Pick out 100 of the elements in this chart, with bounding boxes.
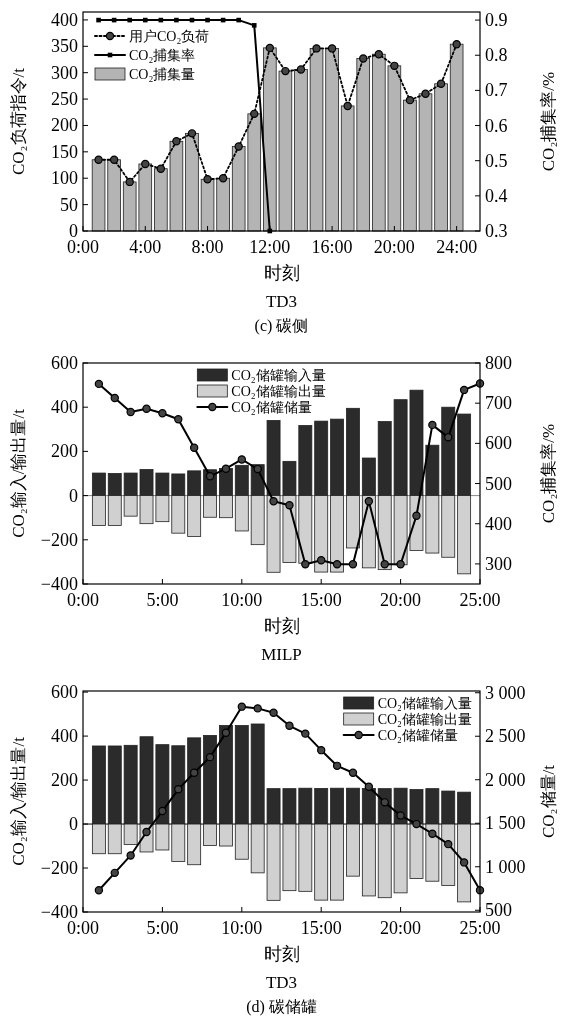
y2-tick-label: 2 000 <box>485 769 526 790</box>
point <box>396 560 405 569</box>
y-tick-label: 0 <box>69 814 78 835</box>
x-tick-label: 10:00 <box>221 918 263 938</box>
legend-label: CO₂储罐输出量 <box>377 712 472 727</box>
point <box>332 761 342 771</box>
y2-tick-label: 700 <box>485 393 512 414</box>
point <box>301 729 310 738</box>
y2-tick-label: 1 500 <box>485 813 526 834</box>
y2-tick-label: 0.8 <box>485 45 508 66</box>
y2-tick-label: 300 <box>485 553 512 574</box>
legend-label: CO₂储罐储量 <box>377 728 458 743</box>
point <box>142 17 148 23</box>
point <box>459 858 469 867</box>
point <box>156 164 166 173</box>
y2-tick-label: 400 <box>485 513 512 534</box>
y2-tick-label: 0.7 <box>485 80 508 101</box>
x-tick-label: 20:00 <box>380 590 422 610</box>
x-tick-label: 10:00 <box>221 590 263 610</box>
point <box>221 464 231 473</box>
point <box>312 44 321 53</box>
point <box>327 44 337 53</box>
legend-label: CO₂捕集率 <box>129 48 196 63</box>
x-tick-label: 25:00 <box>459 590 501 610</box>
point <box>428 829 437 838</box>
y2-axis-title: CO₂捕集率/% <box>539 423 558 524</box>
point <box>187 129 197 138</box>
y-axis-title: CO₂负荷指令/t <box>9 67 28 175</box>
y2-tick-label: 1 000 <box>485 856 526 877</box>
y-tick-label: 400 <box>51 726 78 747</box>
y2-tick-label: 0.6 <box>485 115 508 136</box>
point <box>390 61 399 71</box>
point <box>428 420 437 430</box>
point <box>174 415 183 424</box>
point <box>281 66 290 76</box>
point <box>110 393 119 403</box>
x-axis-title: 时刻 <box>263 616 300 636</box>
point <box>444 839 453 849</box>
y-tick-label: −200 <box>40 858 78 879</box>
y2-axis-title: CO₂储量/t <box>539 764 558 838</box>
point <box>269 708 278 717</box>
point <box>348 560 358 569</box>
point <box>172 137 181 146</box>
point <box>459 385 469 395</box>
x-tick-label: 16:00 <box>311 237 353 257</box>
x-tick-label: 12:00 <box>249 237 291 257</box>
y-tick-label: 300 <box>51 62 78 83</box>
point <box>396 811 405 820</box>
y2-tick-label: 500 <box>485 900 512 921</box>
point <box>253 464 262 474</box>
y-axis-title: CO₂输入/输出量/t <box>9 408 28 538</box>
point <box>359 54 368 63</box>
point <box>253 704 262 713</box>
bar <box>185 132 199 232</box>
point <box>234 142 243 151</box>
point <box>317 745 326 755</box>
point <box>405 95 415 105</box>
point <box>126 407 135 417</box>
point <box>236 17 241 23</box>
x-tick-label: 20:00 <box>373 237 415 257</box>
point <box>374 50 383 59</box>
legend-label: CO₂储罐输出量 <box>231 384 326 399</box>
legend-label: CO₂储罐储量 <box>231 400 312 415</box>
y-tick-label: 0 <box>69 485 78 506</box>
point <box>189 443 199 452</box>
y-axis-title: CO₂输入/输出量/t <box>9 736 28 866</box>
text: TD3 <box>265 973 298 992</box>
point <box>412 819 421 829</box>
text: (c) 碳侧 <box>254 317 309 335</box>
point <box>421 89 430 98</box>
point <box>237 702 246 711</box>
point <box>364 497 374 506</box>
x-tick-label: 24:00 <box>436 237 478 257</box>
point <box>125 177 134 187</box>
point <box>142 827 151 837</box>
x-tick-label: 8:00 <box>191 237 224 257</box>
y2-tick-label: 0.4 <box>485 185 508 206</box>
point <box>269 497 278 506</box>
y-tick-label: 600 <box>51 353 78 373</box>
point <box>380 798 389 807</box>
y-tick-label: −200 <box>40 529 78 550</box>
point <box>301 560 310 569</box>
y2-tick-label: 600 <box>485 433 512 454</box>
point <box>96 17 101 23</box>
y-tick-label: 600 <box>51 682 78 703</box>
y-tick-label: 200 <box>51 441 78 462</box>
point <box>189 768 199 777</box>
point <box>205 752 215 762</box>
point <box>142 404 151 414</box>
legend-label: CO₂捕集量 <box>129 67 196 82</box>
point <box>380 560 389 569</box>
x-tick-label: 20:00 <box>380 918 422 938</box>
x-tick-label: 25:00 <box>459 918 501 938</box>
point <box>296 65 306 74</box>
point <box>127 17 133 23</box>
point <box>94 379 104 389</box>
point <box>412 511 421 520</box>
point <box>174 17 179 23</box>
point <box>158 806 167 816</box>
point <box>174 785 183 794</box>
